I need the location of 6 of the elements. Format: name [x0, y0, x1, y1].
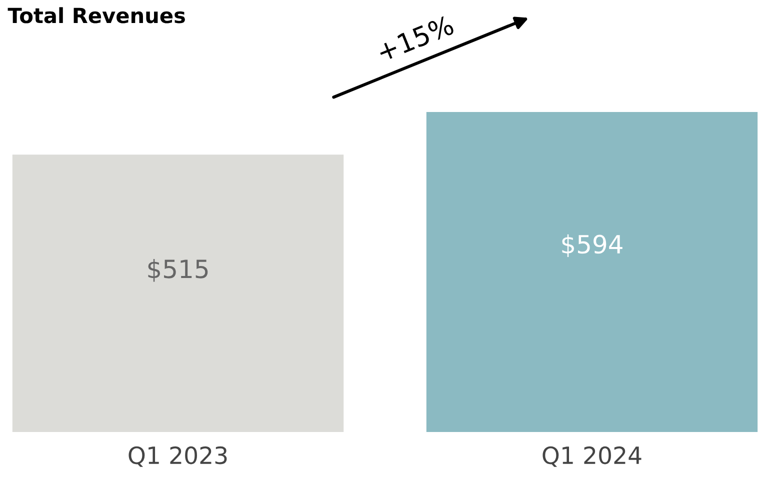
- chart-title: Total Revenues: [8, 7, 185, 24]
- data-label: $594: [562, 234, 622, 258]
- x-tick-label: Q1 2023: [128, 446, 227, 467]
- data-label: $515: [148, 259, 208, 282]
- x-tick-label: Q1 2024: [542, 446, 642, 467]
- text: +15%: [376, 14, 455, 62]
